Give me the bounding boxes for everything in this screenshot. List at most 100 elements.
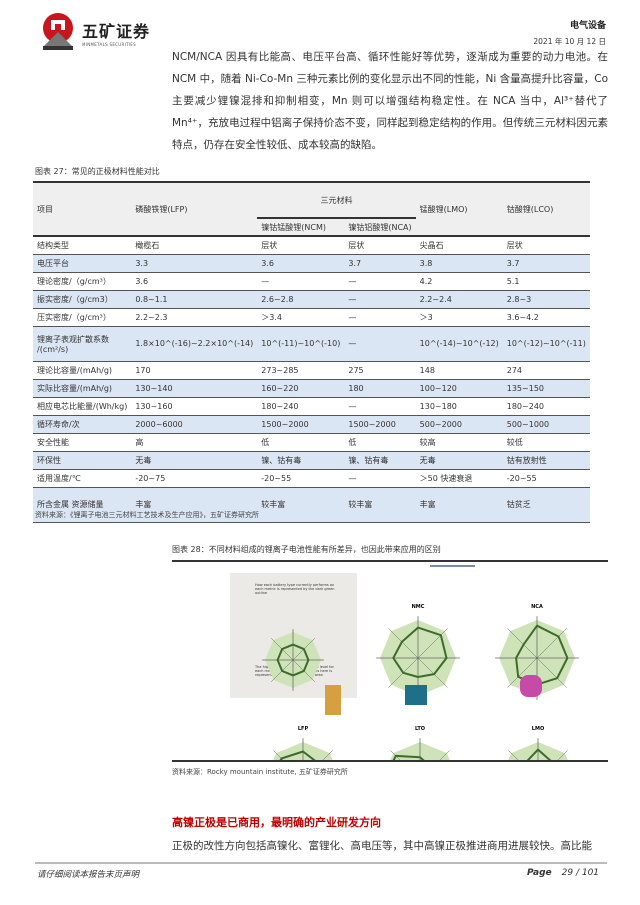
table-cell: 较高 (419, 437, 436, 447)
logo-subtitle: MINMETALS SECURITIES (82, 41, 136, 47)
table-row: 理论比容量/(mAh/g) 170 273~285 275 148 274 (33, 361, 590, 379)
chart-title: NMC (412, 604, 425, 610)
axis-line (388, 628, 448, 688)
table-cell: 130~140 (135, 383, 173, 393)
table-row: 实际比容量/(mAh/g) 130~140 160~220 180 100~120 135… (33, 379, 590, 397)
table-cell: 循环寿命/次 (37, 419, 80, 429)
table-cell: 安全性能 (37, 437, 69, 447)
table-cell: — (348, 294, 357, 304)
sector-label: 电气设备 (569, 21, 606, 31)
table-cell: 170 (135, 365, 151, 375)
table-row: 环保性 无毒 镍、钴有毒 镍、钴有毒 无毒 钴有放射性 (33, 451, 590, 469)
table-row: 压实密度/（g/cm³） 2.2~2.3 ＞3.4 — ＞3 3.6~4.2 (33, 308, 590, 326)
table-cell: 低 (348, 437, 357, 447)
table-cell: 层状 (506, 240, 523, 250)
header-cell: 镍钴铝酸锂(NCA) (348, 222, 412, 232)
table-cell: 较低 (506, 437, 523, 447)
divider (172, 560, 608, 562)
table-cell: ＞50 快速衰退 (419, 473, 473, 483)
table-cell: 2.8~3 (506, 294, 532, 304)
table-cell: 理论密度/（g/cm³） (37, 276, 111, 286)
table-cell: 1500~2000 (348, 419, 396, 429)
chart-title: LFP (298, 726, 309, 732)
table-cell: 130~160 (135, 401, 173, 411)
table-cell: ＞3.4 (261, 312, 282, 322)
table-cell: 无毒 (419, 455, 436, 465)
crystal-structure-image (405, 685, 427, 705)
axis-line (507, 628, 567, 688)
table-caption: 图表 27：常见的正极材料性能对比 (35, 167, 160, 176)
logo-emblem-icon (43, 13, 73, 50)
header-cell: 镍钴锰酸锂(NCM) (261, 222, 326, 232)
logo-name: 五矿证券 (82, 21, 151, 41)
table-cell: 2000~6000 (135, 419, 183, 429)
figure-caption: 图表 28：不同材料组成的锂离子电池性能有所差异，也因此带来应用的区别 (172, 545, 441, 554)
chart-title: LTO (415, 726, 425, 732)
table-row: 振实密度/（g/cm3） 0.8~1.1 2.6~2.8 — 2.2~2.4 2.8~3 (33, 290, 590, 308)
table-row: 适用温度/℃ -20~75 -20~55 — ＞50 快速衰退 -20~55 (33, 469, 590, 487)
table-cell: 148 (419, 365, 435, 375)
table-cell: 180~240 (261, 401, 299, 411)
table-cell: 10^(-14)~10^(-12) (419, 339, 499, 348)
table-row: 结构类型 橄榄石 层状 层状 尖晶石 层状 (33, 236, 590, 254)
table-cell: 振实密度/（g/cm3） (37, 294, 113, 304)
table-cell: 500~2000 (419, 419, 462, 429)
crystal-structure-image (325, 685, 341, 715)
table-cell: ＞3 (419, 312, 433, 322)
table-cell: 钴贫乏 (506, 500, 531, 509)
section-paragraph: 正极的改性方向包括高镍化、富锂化、高电压等，其中高镍正极推进商用进展较快。高比能 (172, 840, 592, 852)
table-cell: 135~150 (506, 383, 544, 393)
table-cell: 10^(-11)~10^(-10) (261, 339, 341, 348)
table-row: 相应电芯比能量/(Wh/kg) 130~160 180~240 — 130~180 180… (33, 397, 590, 415)
table-row: 理论密度/（g/cm³） 3.6 — — 4.2 5.1 (33, 272, 590, 290)
table-cell: 3.6~4.2 (506, 312, 539, 322)
table-cell: 2.6~2.8 (261, 294, 294, 304)
table-cell: 130~180 (419, 401, 457, 411)
table-cell: 丰富 (135, 500, 152, 509)
table-cell: 3.7 (348, 258, 362, 268)
page-value: 29 / 101 (561, 868, 600, 878)
table-cell: 环保性 (37, 455, 61, 465)
table-cell: 结构类型 (37, 240, 69, 250)
table-cell: 实际比容量/(mAh/g) (37, 383, 113, 393)
table-cell: 274 (506, 365, 523, 375)
radar-figure: How each battery type currently performs… (230, 565, 579, 760)
table-cell: -20~55 (261, 473, 292, 483)
header-cell: 项目 (37, 204, 53, 214)
figure-source: 资料来源：Rocky mountain institute, 五矿证券研究所 (172, 768, 348, 776)
radar-lmo: LMO (508, 726, 568, 760)
table-cell: 10^(-12)~10^(-11) (506, 339, 586, 348)
table-cell: 1.8×10^(-16)~2.2×10^(-14) (135, 339, 254, 348)
table-row: 所含金属 资源储量 丰富 较丰富 较丰富 丰富 钴贫乏 (33, 487, 590, 522)
table-row: 电压平台 3.3 3.6 3.7 3.8 3.7 (33, 254, 590, 272)
performance-outline (276, 643, 310, 677)
table-cell: 500~1000 (506, 419, 550, 429)
crystal-structure-image (430, 565, 475, 567)
table-cell: 理论比容量/(mAh/g) (37, 365, 113, 375)
header-cell: 钴酸锂(LCO) (506, 204, 554, 214)
table-cell: 低 (261, 437, 270, 447)
table-cell: 3.6 (261, 258, 274, 268)
table-cell: 3.7 (506, 258, 520, 268)
table-cell: 所含金属 资源储量 (37, 500, 104, 509)
table-cell: — (348, 473, 357, 483)
table-cell: 180 (348, 383, 364, 393)
table-cell: 层状 (261, 240, 278, 250)
header-cell: 磷酸铁锂(LFP) (135, 204, 188, 214)
page-number: Page 29 / 101 (527, 868, 599, 878)
table-cell: 275 (348, 365, 364, 375)
table-cell: 较丰富 (348, 500, 373, 509)
legend-radar (262, 629, 324, 691)
table-row: 安全性能 高 低 低 较高 较低 (33, 433, 590, 451)
section-heading: 高镍正极是已商用，最明确的产业研发方向 (172, 816, 381, 829)
chart-title: NCA (531, 604, 543, 610)
table-cell: 相应电芯比能量/(Wh/kg) (37, 401, 128, 411)
table-cell: 4.2 (419, 276, 433, 286)
table-cell: 100~120 (419, 383, 457, 393)
table-cell: — (261, 276, 270, 286)
table-cell: — (348, 312, 357, 322)
table-cell: 镍、钴有毒 (348, 455, 389, 465)
group-header: 三元材料 (257, 182, 416, 219)
table-cell: 高 (135, 437, 144, 447)
table-cell: 电压平台 (37, 258, 69, 268)
